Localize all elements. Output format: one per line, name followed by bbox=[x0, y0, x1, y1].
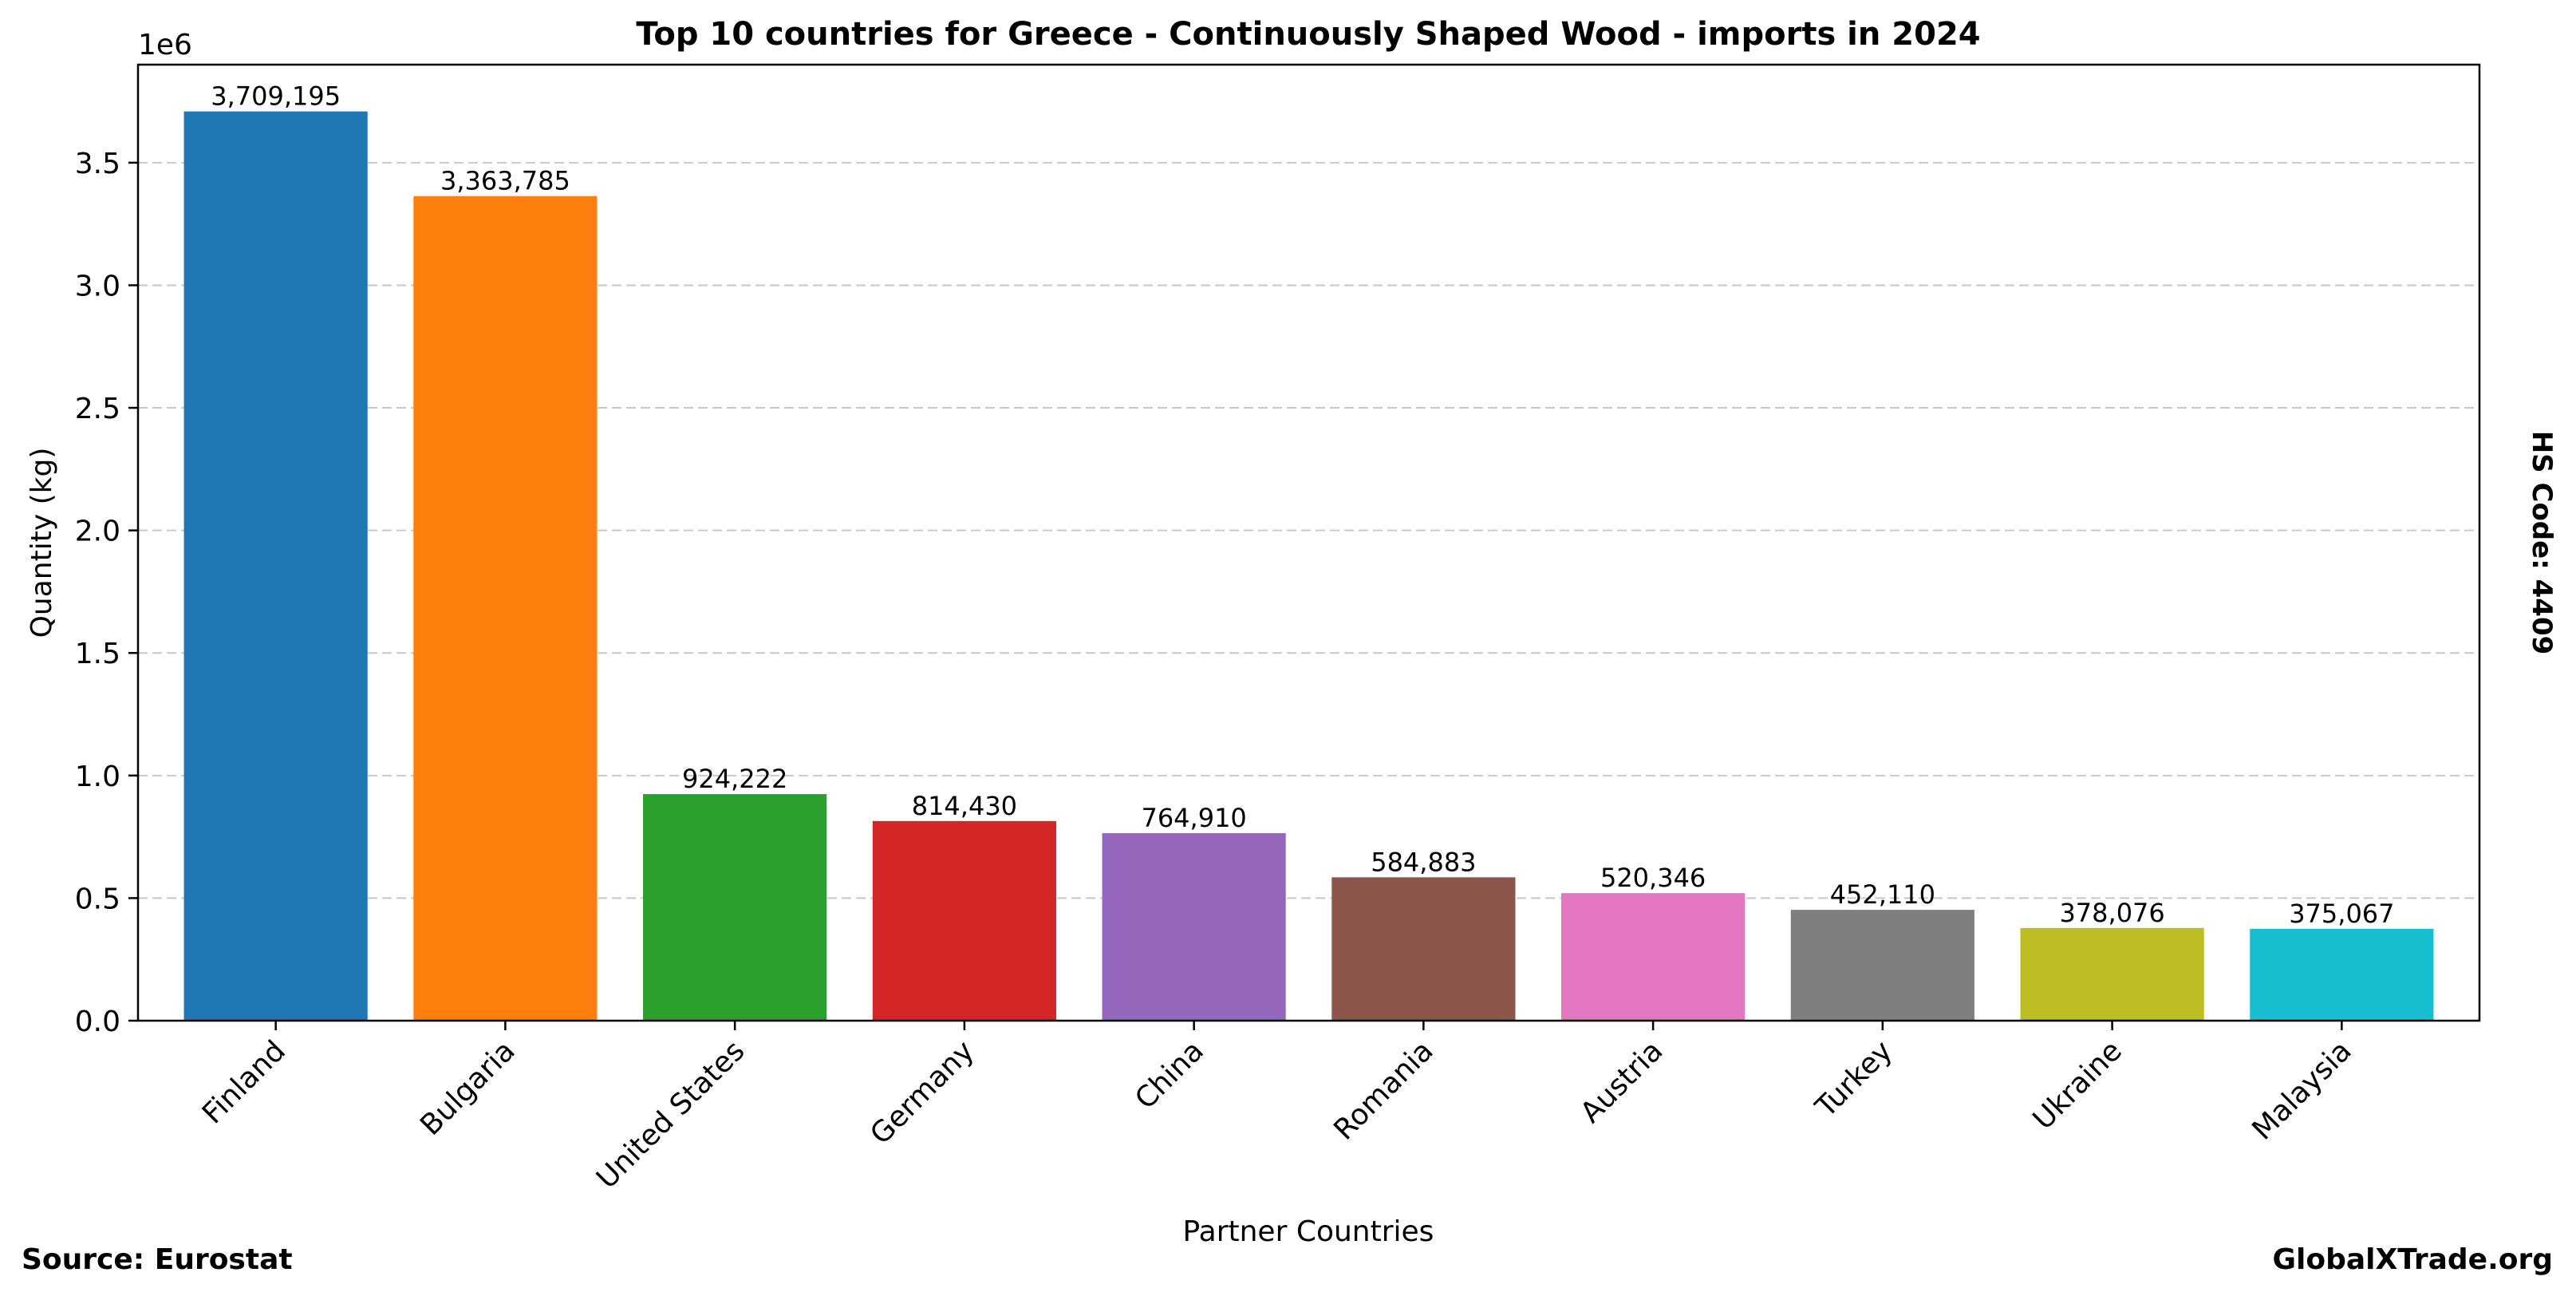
bar-value-label: 378,076 bbox=[2059, 898, 2164, 928]
bar-value-label: 375,067 bbox=[2289, 899, 2394, 929]
plot-frame bbox=[136, 63, 2481, 1022]
bar-ukraine bbox=[2020, 927, 2204, 1021]
bars bbox=[183, 111, 2434, 1021]
bar-romania bbox=[1331, 877, 1516, 1021]
y-tick-label: 1.5 bbox=[75, 638, 120, 670]
bar-value-label: 764,910 bbox=[1141, 803, 1246, 833]
bar-value-label: 3,363,785 bbox=[440, 166, 570, 196]
y-axis-label: Quantity (kg) bbox=[26, 448, 58, 638]
hs-code-label: HS Code: 4409 bbox=[2526, 431, 2558, 655]
bar-bulgaria bbox=[413, 196, 598, 1021]
y-offset-label: 1e6 bbox=[138, 29, 192, 61]
bar-value-label: 3,709,195 bbox=[211, 81, 341, 112]
bar-value-label: 814,430 bbox=[912, 791, 1017, 821]
brand-label: GlobalXTrade.org bbox=[2272, 1243, 2553, 1276]
y-tick-label: 2.5 bbox=[75, 393, 120, 425]
y-tick-label: 0.5 bbox=[75, 883, 120, 915]
bar-austria bbox=[1561, 893, 1746, 1021]
y-tick-label: 3.0 bbox=[75, 270, 120, 302]
bar-turkey bbox=[1790, 910, 1974, 1021]
y-axis-ticks: 0.0 0.5 1.0 1.5 2.0 2.5 3.0 3.5 bbox=[75, 148, 138, 1038]
y-tick-label: 0.0 bbox=[75, 1006, 120, 1038]
bar-germany bbox=[872, 820, 1056, 1021]
bar-value-label: 584,883 bbox=[1371, 847, 1476, 877]
y-tick-label: 1.0 bbox=[75, 761, 120, 793]
bar-value-label: 924,222 bbox=[682, 764, 787, 794]
bar-finland bbox=[183, 111, 368, 1021]
bar-malaysia bbox=[2250, 928, 2434, 1021]
bar-value-label: 452,110 bbox=[1830, 879, 1935, 910]
y-tick-label: 2.0 bbox=[75, 516, 120, 548]
y-tick-label: 3.5 bbox=[75, 148, 120, 180]
bar-value-labels: 3,709,195 3,363,785 924,222 814,430 764,910 5… bbox=[211, 81, 2394, 929]
chart-title: Top 10 countries for Greece - Continuous… bbox=[636, 16, 1980, 53]
x-axis-label: Partner Countries bbox=[1183, 1215, 1434, 1248]
source-label: Source: Eurostat bbox=[22, 1243, 293, 1276]
bar-united-states bbox=[643, 794, 827, 1021]
bar-china bbox=[1102, 833, 1286, 1021]
bar-value-label: 520,346 bbox=[1600, 863, 1706, 893]
